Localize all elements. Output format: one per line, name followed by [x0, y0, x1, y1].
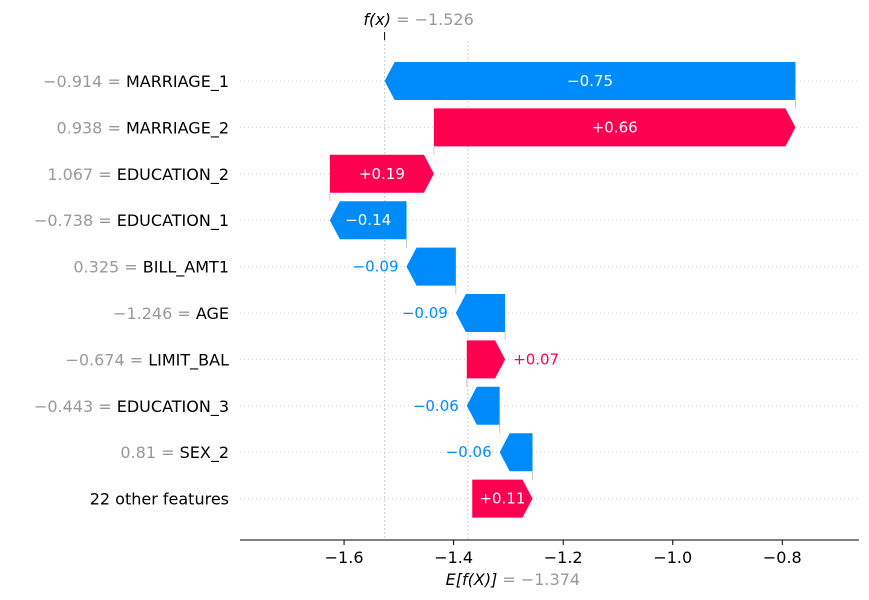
- x-tick-label: −0.8: [763, 548, 802, 567]
- efx-symbol: E[f(X)]: [446, 570, 498, 589]
- feature-name: EDUCATION_3: [117, 396, 229, 416]
- bars: −0.75 +0.66 +0.19 −0.14 −0.09 −0.09 +0.07 −0.06…: [329, 62, 796, 518]
- bar-value-label: +0.66: [592, 118, 638, 136]
- feature-label: 22 other features: [90, 489, 229, 508]
- base-value-label: E[f(X)] = −1.374: [446, 570, 580, 589]
- feature-value: −0.674 =: [65, 350, 148, 369]
- feature-label: −0.914 = MARRIAGE_1: [43, 72, 229, 92]
- bar-value-label: +0.19: [359, 165, 405, 183]
- waterfall-bar: [466, 386, 500, 425]
- output-value-label: f(x) = −1.526: [363, 10, 473, 29]
- x-tick-label: −1.0: [653, 548, 692, 567]
- feature-value: −1.246 =: [113, 304, 196, 323]
- x-tick-label: −1.4: [434, 548, 473, 567]
- feature-value: −0.738 =: [34, 211, 117, 230]
- feature-labels: −0.914 = MARRIAGE_1 0.938 = MARRIAGE_2 1.0…: [34, 72, 229, 509]
- feature-label: 0.325 = BILL_AMT1: [73, 257, 229, 277]
- feature-value: 1.067 =: [47, 164, 116, 183]
- feature-name: MARRIAGE_2: [126, 118, 229, 138]
- waterfall-bar: [472, 479, 533, 518]
- bar-value-label: −0.06: [446, 443, 492, 461]
- bar-value-label: +0.11: [479, 490, 525, 508]
- x-axis: −1.6 −1.4 −1.2 −1.0 −0.8: [240, 539, 859, 567]
- feature-name: AGE: [196, 304, 229, 323]
- reference-lines: [384, 32, 469, 540]
- feature-label: −1.246 = AGE: [113, 304, 229, 323]
- fx-symbol: f(x): [363, 10, 391, 29]
- waterfall-bar: [329, 154, 434, 193]
- bar-value-label: −0.06: [413, 397, 459, 415]
- waterfall-bar: [329, 201, 407, 240]
- waterfall-bar: [406, 247, 456, 286]
- feature-label: −0.443 = EDUCATION_3: [34, 396, 229, 416]
- feature-label: −0.674 = LIMIT_BAL: [65, 350, 229, 370]
- feature-value: 0.81 =: [120, 443, 179, 462]
- feature-value: 0.938 =: [57, 118, 126, 137]
- feature-name: LIMIT_BAL: [148, 350, 229, 370]
- waterfall-bar: [433, 108, 796, 147]
- feature-label: 0.938 = MARRIAGE_2: [57, 118, 229, 138]
- efx-value: = −1.374: [497, 570, 580, 589]
- feature-label: 1.067 = EDUCATION_2: [47, 164, 229, 184]
- feature-name: MARRIAGE_1: [126, 72, 229, 92]
- bar-value-label: −0.14: [345, 211, 391, 229]
- waterfall-bar: [455, 294, 506, 332]
- feature-label: 0.81 = SEX_2: [120, 443, 229, 463]
- efx-label: E[f(X)] = −1.374: [446, 570, 580, 589]
- feature-name: 22 other features: [90, 489, 229, 508]
- bar-value-label: +0.07: [513, 350, 559, 368]
- feature-value: 0.325 =: [73, 257, 142, 276]
- feature-label: −0.738 = EDUCATION_1: [34, 211, 229, 231]
- feature-name: SEX_2: [180, 443, 229, 463]
- bar-value-label: −0.09: [402, 304, 448, 322]
- feature-value: −0.443 =: [34, 396, 117, 415]
- feature-name: EDUCATION_2: [117, 164, 229, 184]
- waterfall-bar: [384, 62, 796, 100]
- bar-value-label: −0.09: [353, 258, 399, 276]
- bar-value-label: −0.75: [567, 72, 613, 90]
- waterfall-bar: [466, 340, 506, 379]
- x-tick-label: −1.6: [325, 548, 364, 567]
- fx-value: = −1.526: [391, 10, 474, 29]
- feature-value: −0.914 =: [43, 72, 126, 91]
- fx-label: f(x) = −1.526: [363, 10, 473, 29]
- feature-name: BILL_AMT1: [143, 257, 229, 277]
- feature-name: EDUCATION_1: [117, 211, 229, 231]
- waterfall-bar: [499, 433, 533, 472]
- x-tick-label: −1.2: [544, 548, 583, 567]
